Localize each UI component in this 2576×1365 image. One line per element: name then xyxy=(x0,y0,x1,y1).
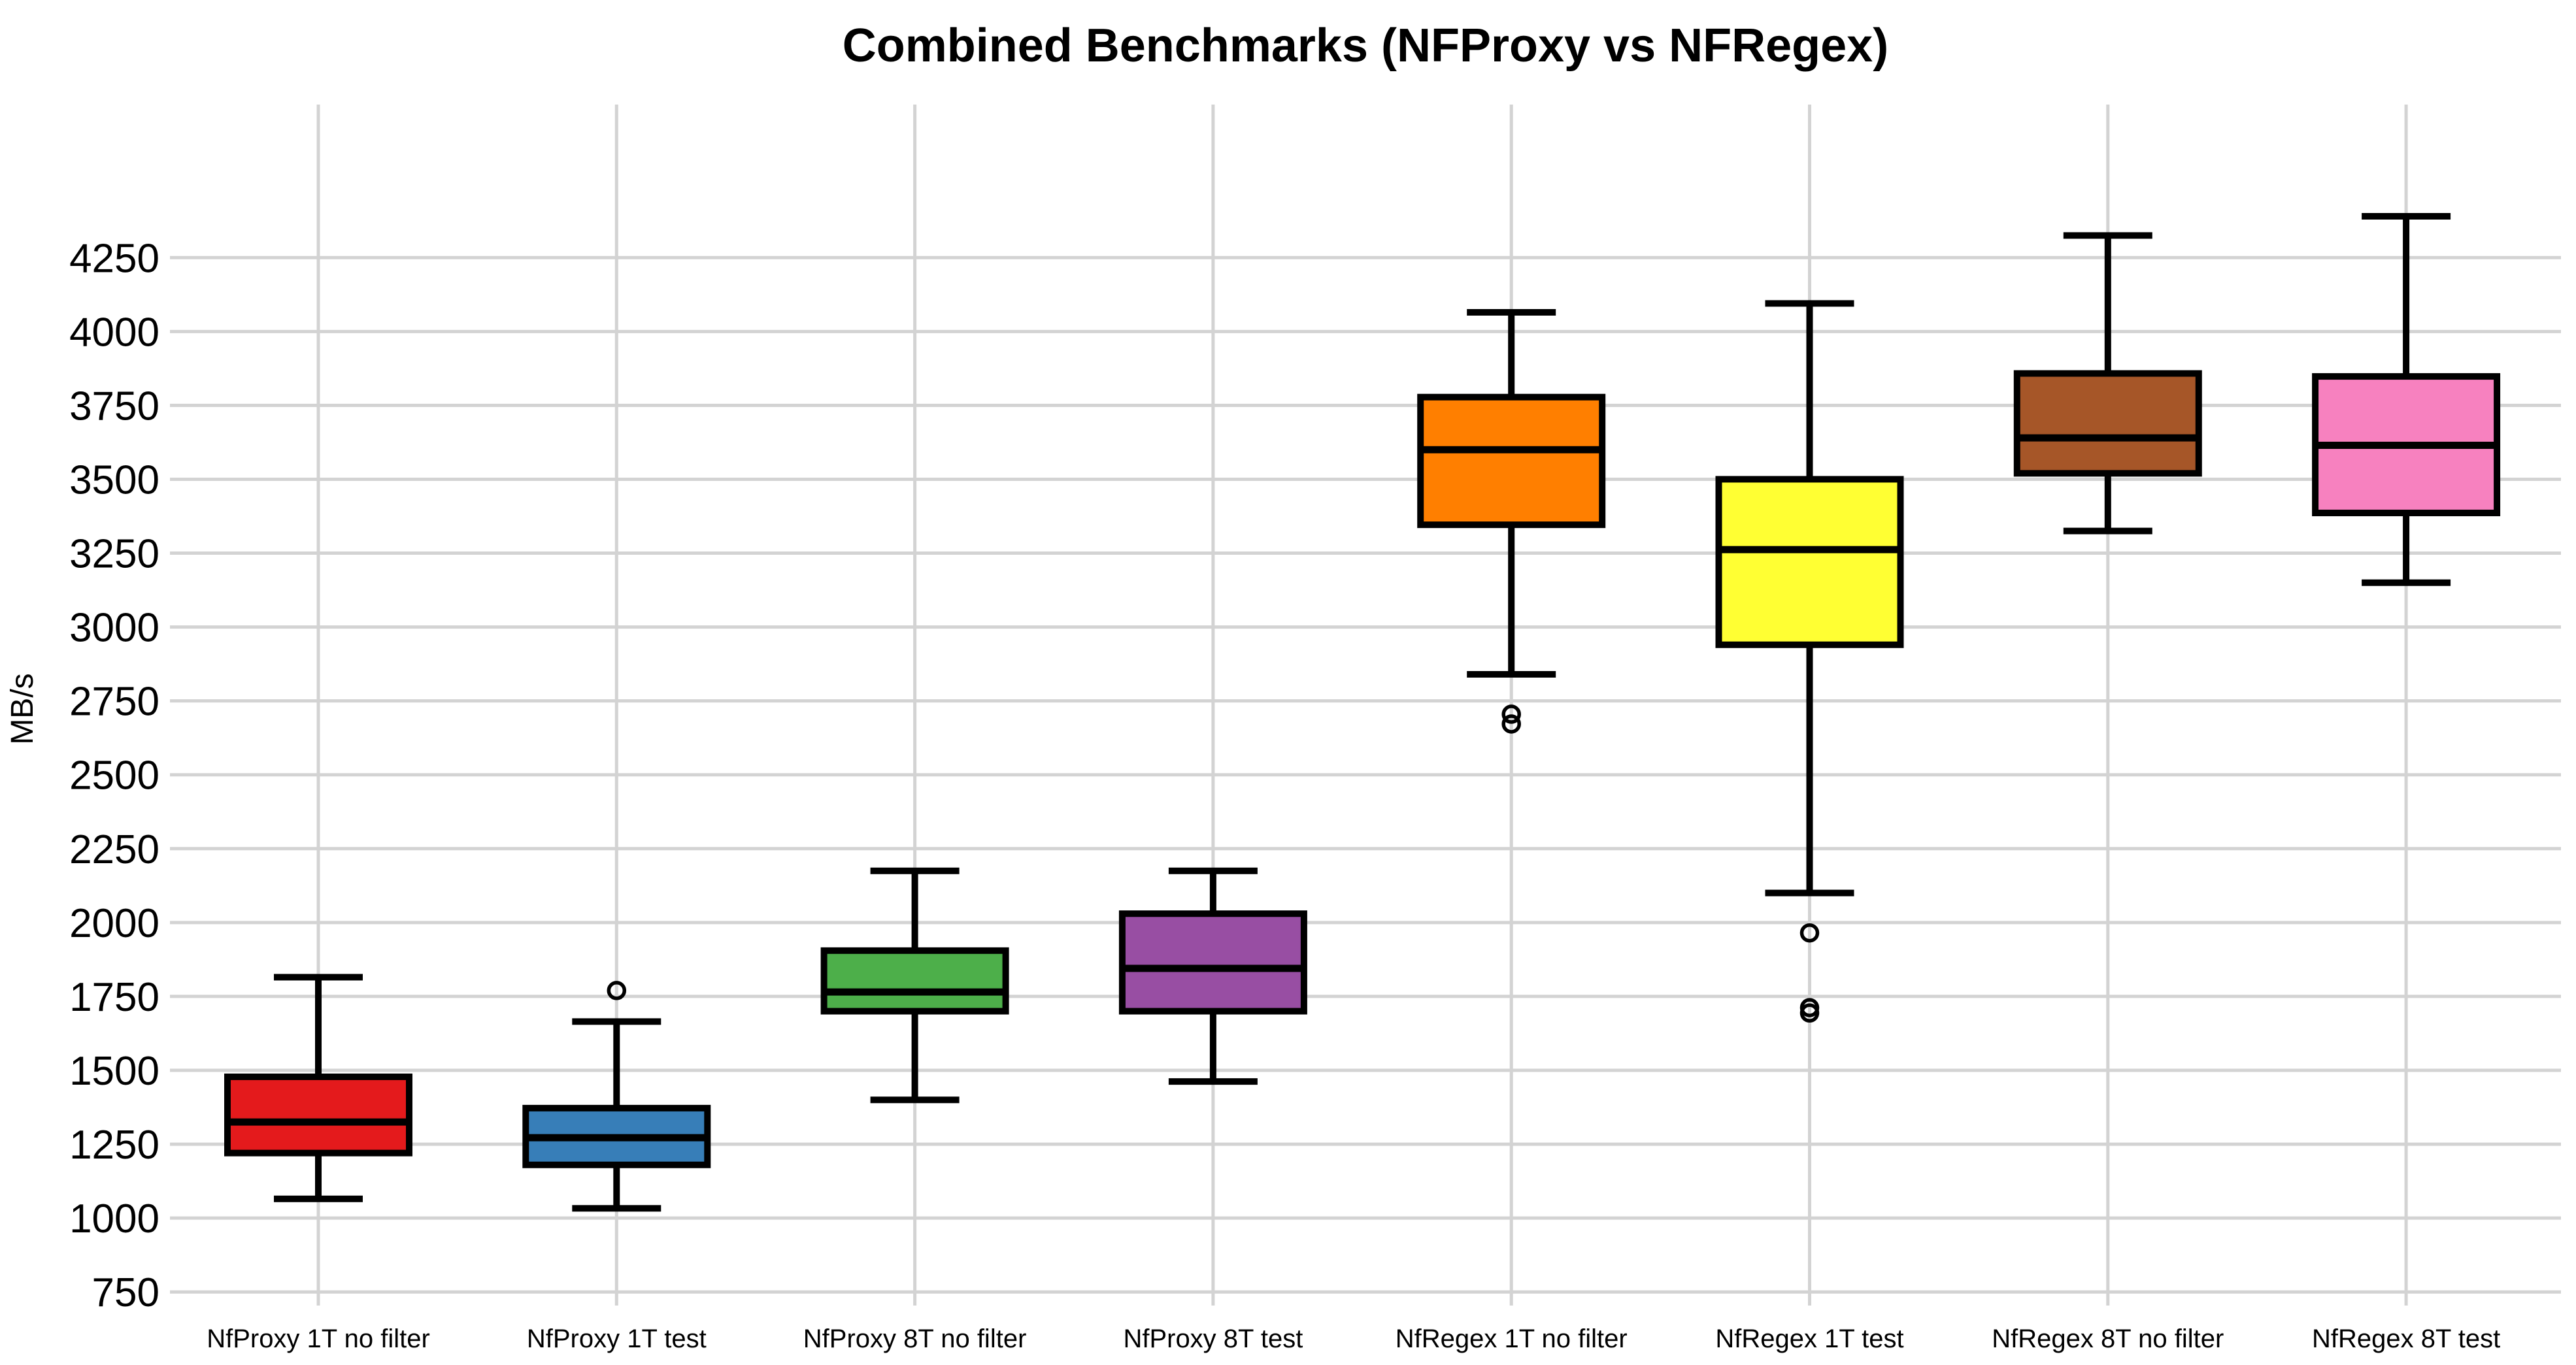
box-nfproxy-1t-no-filter xyxy=(224,1073,412,1157)
y-tick-label: 2000 xyxy=(69,901,159,946)
y-tick-label: 3500 xyxy=(69,457,159,502)
x-category-label: NfRegex 8T test xyxy=(2312,1324,2500,1353)
box-nfproxy-8t-no-filter xyxy=(820,947,1009,1015)
y-tick-label: 4000 xyxy=(69,310,159,355)
outlier-point-nfproxy-1t-test xyxy=(607,981,627,1000)
box-nfregex-8t-no-filter xyxy=(2013,370,2202,477)
box-nfregex-1t-test xyxy=(1715,476,1904,648)
y-tick-label: 2750 xyxy=(69,680,159,725)
outlier-point-nfregex-1t-test xyxy=(1799,923,1820,943)
outlier-point-nfregex-1t-no-filter xyxy=(1501,704,1521,724)
y-tick-label: 1500 xyxy=(69,1049,159,1094)
x-category-label: NfProxy 8T test xyxy=(1123,1324,1303,1353)
x-category-label: NfRegex 1T no filter xyxy=(1396,1324,1628,1353)
outlier-point-nfregex-1t-test xyxy=(1799,1003,1820,1023)
x-category-label: NfProxy 1T no filter xyxy=(207,1324,430,1353)
y-tick-label: 3000 xyxy=(69,606,159,651)
outlier-point-nfregex-1t-no-filter xyxy=(1501,714,1521,734)
y-tick-label: 1000 xyxy=(69,1196,159,1242)
x-category-label: NfRegex 8T no filter xyxy=(1992,1324,2224,1353)
y-tick-label: 2500 xyxy=(69,753,159,798)
y-tick-label: 1250 xyxy=(69,1123,159,1168)
y-tick-label: 3250 xyxy=(69,532,159,577)
box-nfproxy-8t-test xyxy=(1118,910,1307,1015)
y-tick-label: 2250 xyxy=(69,827,159,872)
x-category-label: NfRegex 1T test xyxy=(1715,1324,1903,1353)
y-tick-label: 1750 xyxy=(69,975,159,1020)
y-tick-label: 3750 xyxy=(69,384,159,429)
y-tick-label: 4250 xyxy=(69,236,159,281)
chart-title: Combined Benchmarks (NFProxy vs NFRegex) xyxy=(843,20,1888,72)
x-category-label: NfProxy 8T no filter xyxy=(803,1324,1027,1353)
y-axis-title: MB/s xyxy=(5,673,40,744)
x-category-label: NfProxy 1T test xyxy=(527,1324,707,1353)
y-tick-label: 750 xyxy=(92,1270,159,1315)
box-nfregex-1t-no-filter xyxy=(1417,393,1606,529)
